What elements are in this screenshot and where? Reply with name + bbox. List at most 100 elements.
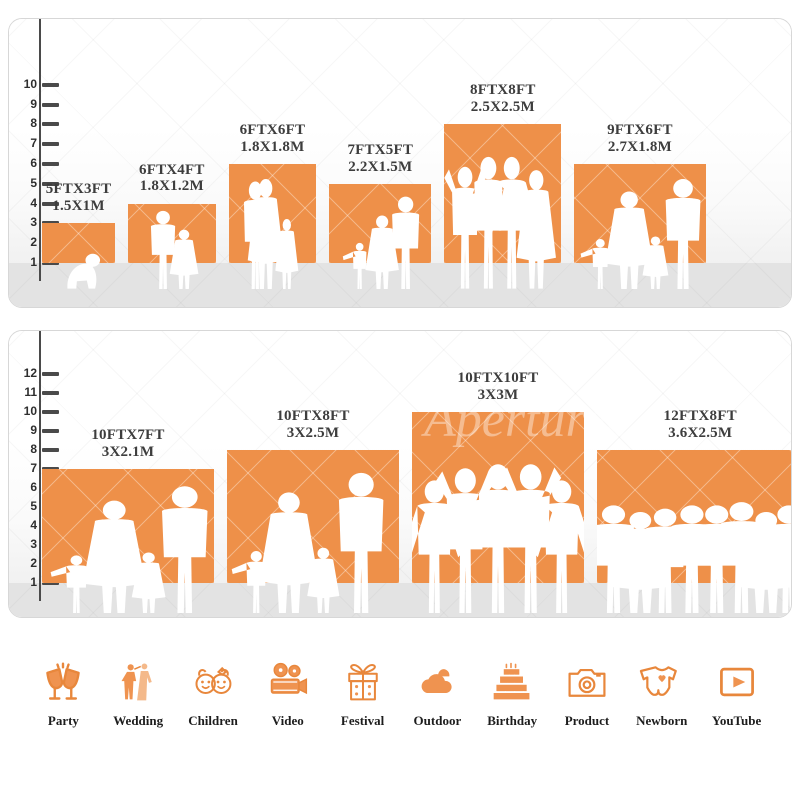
birthday-cake-icon — [489, 660, 535, 704]
icon-caption: Newborn — [636, 713, 688, 728]
axis-tick-label: 5 — [30, 175, 37, 190]
icon-caption: Birthday — [487, 713, 538, 728]
chart-panel-2: 1 2 3 4 5 6 7 8 9 10 11 12 10FTX7FT 3X2.1M 10FTX8FT 3X… — [8, 330, 792, 618]
bar-label-feet: 10FTX7FT — [91, 427, 165, 443]
bar-label-meters: 2.2X1.5M — [348, 158, 413, 175]
bar-label-feet: 7FTX5FT — [347, 141, 414, 158]
icon-cell-birthday[interactable]: Birthday — [475, 660, 550, 729]
usage-icon-strip: Party Wedding Children — [8, 660, 792, 760]
icon-caption: Product — [564, 713, 610, 728]
axis-tick — [42, 102, 59, 107]
bar-label-feet: 10FTX10FT — [457, 370, 539, 386]
bar-hatch-pattern — [227, 450, 399, 583]
axis-tick — [42, 82, 59, 87]
bar-5ftx3ft[interactable] — [42, 223, 115, 263]
axis-tick-label: 12 — [23, 366, 37, 380]
bar-hatch-pattern — [228, 164, 317, 263]
bar-label: 7FTX5FT 2.2X1.5M — [307, 142, 453, 176]
cloud-outdoor-icon — [414, 660, 460, 704]
bar-label-meters: 2.7X1.8M — [607, 138, 672, 155]
gift-box-icon — [340, 660, 386, 704]
icon-caption: Children — [188, 713, 238, 728]
axis-tick — [42, 122, 59, 127]
bar-label-meters: 3X2.5M — [286, 424, 340, 441]
icon-cell-festival[interactable]: Festival — [325, 660, 400, 729]
axis-tick-label: 4 — [30, 518, 37, 532]
bar-label: 6FTX4FT 1.8X1.2M — [106, 162, 238, 196]
axis-tick-label: 1 — [30, 255, 37, 269]
axis-tick-label: 9 — [30, 423, 37, 437]
bar-10ftx7ft[interactable] — [42, 469, 214, 583]
bar-label-feet: 6FTX4FT — [139, 161, 205, 178]
axis-tick-label: 5 — [30, 499, 37, 513]
bar-label-meters: 3X2.1M — [101, 443, 155, 460]
bar-6ftx6ft[interactable] — [228, 164, 317, 263]
axis-tick — [42, 581, 59, 585]
axis-tick — [42, 429, 59, 433]
children-faces-icon — [190, 660, 236, 704]
bar-hatch-pattern — [42, 223, 115, 263]
axis-tick-label: 8 — [30, 442, 37, 456]
axis-tick-label: 10 — [23, 76, 37, 91]
icon-cell-wedding[interactable]: Wedding — [101, 660, 176, 729]
icon-cell-outdoor[interactable]: Outdoor — [400, 660, 475, 729]
bar-label-meters: 3X3M — [477, 386, 519, 403]
panel-2-floor — [9, 583, 791, 617]
bar-label: 10FTX7FT 3X2.1M — [20, 427, 236, 461]
icon-caption: Wedding — [113, 713, 164, 728]
bar-8ftx8ft[interactable] — [444, 124, 562, 263]
chart-panel-1: 1 2 3 4 5 6 7 8 9 10 5FTX3FT 1.5X1M 6FTX4FT 1.8X1.2M… — [8, 18, 792, 308]
axis-tick-label: 10 — [23, 404, 37, 418]
bar-label: 6FTX6FT 1.8X1.8M — [207, 122, 339, 156]
icon-cell-product[interactable]: Product — [550, 660, 625, 729]
bar-hatch-pattern — [574, 164, 706, 263]
bar-label: 5FTX3FT 1.5X1M — [20, 181, 137, 215]
bar-label-feet: 5FTX3FT — [45, 181, 112, 198]
bar-hatch-pattern — [329, 183, 432, 263]
bar-hatch-pattern — [597, 450, 791, 583]
axis-tick-label: 6 — [30, 480, 37, 494]
axis-tick-label: 2 — [30, 556, 37, 570]
axis-tick — [42, 261, 59, 265]
bar-hatch-pattern — [412, 412, 584, 583]
bar-label-feet: 6FTX6FT — [239, 122, 306, 138]
bar-12ftx8ft[interactable] — [597, 450, 791, 583]
bar-label-meters: 3.6X2.5M — [668, 424, 733, 441]
panel-1-floor — [9, 263, 791, 307]
axis-tick — [42, 372, 59, 376]
bar-label-meters: 1.5X1M — [52, 198, 105, 215]
bar-label-feet: 10FTX8FT — [276, 408, 350, 424]
panel-1-axis-line — [39, 19, 41, 281]
axis-tick-label: 7 — [30, 461, 37, 475]
icon-cell-video[interactable]: Video — [250, 660, 325, 729]
axis-tick-label: 4 — [30, 195, 37, 210]
bar-label: 12FTX8FT 3.6X2.5M — [575, 408, 791, 442]
bar-label: 10FTX10FT 3X3M — [390, 370, 606, 404]
play-youtube-icon — [714, 660, 760, 704]
bar-10ftx8ft[interactable] — [227, 450, 399, 583]
axis-tick — [42, 448, 59, 452]
bar-9ftx6ft[interactable] — [574, 164, 706, 263]
bar-label-feet: 9FTX6FT — [607, 122, 673, 138]
icon-cell-children[interactable]: Children — [176, 660, 251, 729]
axis-tick-label: 6 — [30, 156, 37, 170]
axis-tick-label: 7 — [30, 136, 37, 151]
axis-tick-label: 3 — [30, 215, 37, 230]
axis-tick — [42, 391, 59, 395]
bar-10ftx10ft[interactable] — [412, 412, 584, 583]
icon-cell-newborn[interactable]: Newborn — [624, 660, 699, 729]
bar-hatch-pattern — [42, 469, 214, 583]
icon-caption: Party — [47, 713, 79, 728]
axis-tick-label: 2 — [30, 235, 37, 250]
icon-cell-party[interactable]: Party — [26, 660, 101, 729]
video-camera-icon — [265, 660, 311, 704]
bar-7ftx5ft[interactable] — [329, 183, 432, 263]
icon-cell-youtube[interactable]: YouTube — [699, 660, 774, 729]
bar-hatch-pattern — [444, 124, 562, 263]
camera-icon — [564, 660, 610, 704]
bar-label: 10FTX8FT 3X2.5M — [205, 408, 421, 442]
bar-6ftx4ft[interactable] — [128, 203, 216, 263]
baby-onesie-icon — [639, 660, 685, 704]
bar-label-meters: 1.8X1.8M — [240, 138, 305, 155]
bar-hatch-pattern — [128, 203, 216, 263]
